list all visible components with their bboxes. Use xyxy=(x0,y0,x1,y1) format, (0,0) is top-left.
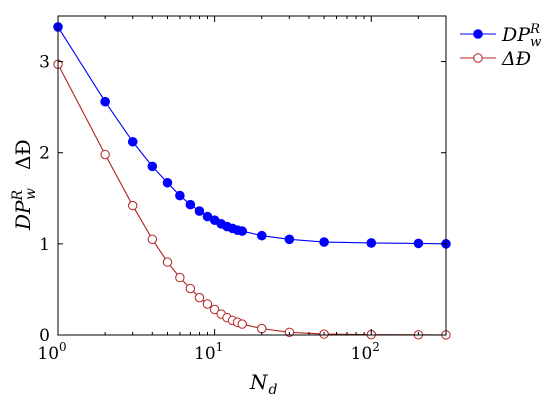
data-point xyxy=(194,292,205,303)
data-point xyxy=(413,238,424,249)
data-point xyxy=(162,177,173,188)
series-1 xyxy=(53,59,451,340)
legend-label-sup: R xyxy=(529,22,540,37)
y-axis-label-main: DP xyxy=(11,200,35,231)
series-line xyxy=(57,26,447,245)
y-tick-label: 3 xyxy=(39,53,50,73)
data-point xyxy=(127,136,138,147)
legend-marker xyxy=(473,53,483,63)
data-point xyxy=(128,200,138,211)
y-axis-label-second: ΔĐ xyxy=(11,139,35,170)
x-axis-label: Nd xyxy=(249,370,278,398)
series-layer xyxy=(53,22,451,340)
data-point xyxy=(284,234,295,245)
data-point xyxy=(319,237,329,247)
data-point xyxy=(202,299,213,309)
data-point xyxy=(175,272,185,283)
data-point xyxy=(147,234,158,245)
series-line xyxy=(57,64,447,336)
x-tick-label: 101 xyxy=(194,340,223,364)
data-point xyxy=(175,190,185,201)
axis-ticks xyxy=(57,16,447,336)
x-axis-label-main: N xyxy=(249,370,269,394)
legend-label: ΔĐ xyxy=(501,48,531,70)
data-point xyxy=(185,283,196,294)
legend-label-main: ΔĐ xyxy=(501,48,531,70)
y-tick-label: 1 xyxy=(39,235,50,255)
data-point xyxy=(257,323,267,334)
legend-marker xyxy=(473,29,483,39)
legend-label: DPR w xyxy=(501,22,542,50)
data-point xyxy=(256,230,267,241)
y-axis-label-text: DPRw ΔĐ xyxy=(10,139,39,231)
x-tick-label: 100 xyxy=(37,340,66,364)
x-tick-label: 102 xyxy=(351,340,380,364)
x-tick-label-base: 10 xyxy=(37,344,59,364)
data-point xyxy=(147,161,158,172)
data-point xyxy=(237,226,248,236)
y-axis-label-sub: w xyxy=(23,188,39,200)
data-point xyxy=(237,319,247,329)
data-point xyxy=(100,149,110,160)
data-point xyxy=(185,199,196,210)
x-tick-label-exponent: 2 xyxy=(372,340,380,354)
x-tick-label-exponent: 1 xyxy=(216,340,224,354)
data-point xyxy=(366,238,377,248)
data-point xyxy=(162,257,173,267)
legend-label-main: DP xyxy=(501,24,531,46)
legend: DPR wΔĐ xyxy=(460,22,542,70)
data-point xyxy=(194,206,205,216)
y-axis-label: DPRw ΔĐ xyxy=(10,139,39,231)
x-tick-label-exponent: 0 xyxy=(59,340,67,354)
x-tick-label-base: 10 xyxy=(351,344,373,364)
y-axis-label-sup: R xyxy=(10,190,26,202)
y-tick-label: 2 xyxy=(39,144,50,164)
x-axis-label-sub: d xyxy=(269,382,278,398)
x-tick-label-base: 10 xyxy=(194,344,216,364)
data-point xyxy=(209,304,220,315)
y-tick-label: 0 xyxy=(39,326,50,346)
plot-area-frame xyxy=(57,15,447,336)
series-0 xyxy=(53,22,451,249)
data-point xyxy=(100,96,110,107)
legend-label-sub: w xyxy=(530,35,542,50)
